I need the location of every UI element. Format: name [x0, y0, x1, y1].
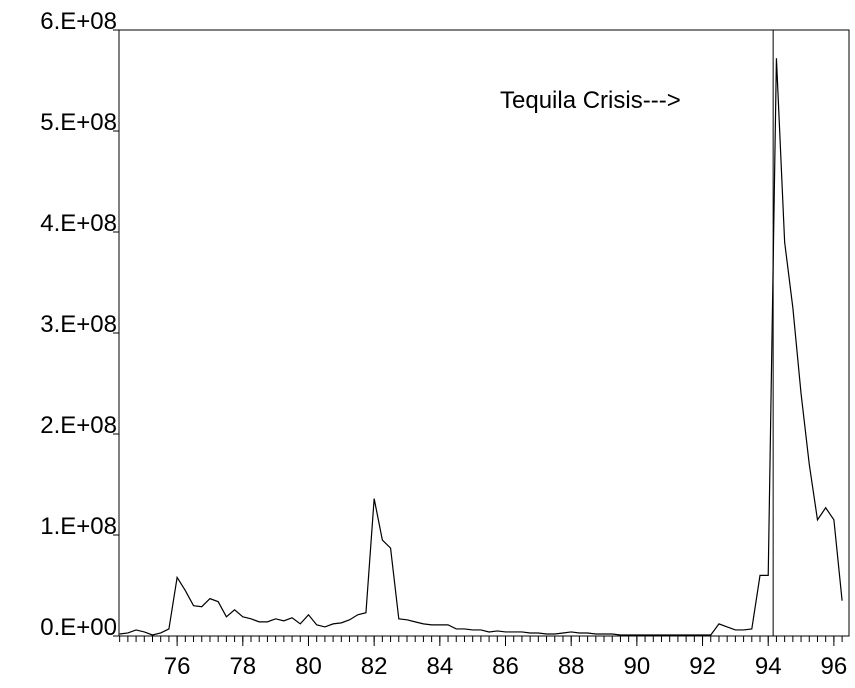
- y-tick-label: 6.E+08: [40, 8, 117, 35]
- plot-frame: [118, 29, 850, 637]
- y-tick-label: 3.E+08: [40, 311, 117, 338]
- y-tick-label: 0.E+00: [40, 614, 117, 641]
- x-tick-label: 82: [361, 653, 388, 680]
- annotation: Tequila Crisis--->: [500, 87, 681, 114]
- y-tick-label: 5.E+08: [40, 109, 117, 136]
- y-tick-label: 1.E+08: [40, 513, 117, 540]
- x-tick-label: 90: [624, 653, 651, 680]
- x-tick-label: 88: [558, 653, 585, 680]
- y-tick-label: 2.E+08: [40, 412, 117, 439]
- x-tick-label: 80: [295, 653, 322, 680]
- x-tick-label: 86: [492, 653, 519, 680]
- x-tick-label: 84: [426, 653, 453, 680]
- y-tick-label: 4.E+08: [40, 210, 117, 237]
- x-tick-label: 94: [755, 653, 782, 680]
- x-tick-label: 96: [821, 653, 848, 680]
- data-line: [119, 58, 843, 636]
- x-tick-label: 78: [229, 653, 256, 680]
- x-tick-label: 92: [689, 653, 716, 680]
- x-tick-label: 76: [164, 653, 191, 680]
